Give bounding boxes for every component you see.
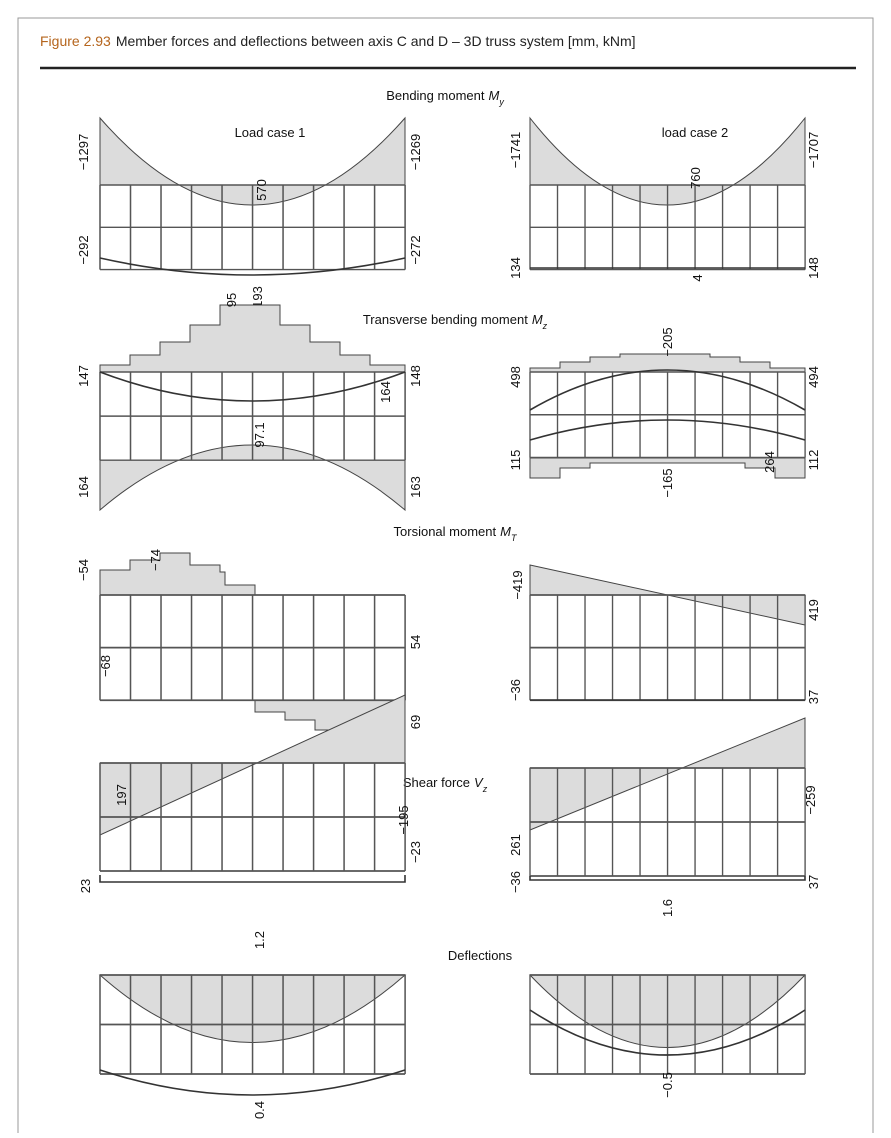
value-label: 163 [408, 476, 423, 498]
value-label: 37 [806, 690, 821, 704]
value-label: −1707 [806, 132, 821, 169]
value-label: 264 [762, 451, 777, 473]
value-label: −165 [660, 468, 675, 497]
value-label: −1741 [508, 132, 523, 169]
value-label: −272 [408, 235, 423, 264]
value-label: −36 [508, 679, 523, 701]
value-label: 54 [408, 635, 423, 649]
diagram [100, 305, 805, 510]
value-label: 134 [508, 257, 523, 279]
value-label: −195 [396, 805, 411, 834]
value-label: 4 [690, 274, 705, 281]
value-label: 37 [806, 875, 821, 889]
value-label: 164 [76, 476, 91, 498]
value-label: −419 [510, 570, 525, 599]
value-label: 760 [688, 167, 703, 189]
value-label: 148 [806, 257, 821, 279]
section-title: Deflections [448, 948, 513, 963]
value-label: −74 [148, 549, 163, 571]
value-label: 197 [114, 784, 129, 806]
value-label: 148 [408, 365, 423, 387]
page: {"caption": {"label": "Figure 2.93", "te… [0, 0, 891, 1133]
value-label: 570 [254, 179, 269, 201]
heading: Load case 1 [235, 125, 306, 140]
value-label: 115 [508, 450, 523, 471]
value-label: 261 [508, 834, 523, 856]
value-label: 23 [78, 879, 93, 893]
value-label: −68 [98, 655, 113, 677]
value-label: −205 [660, 327, 675, 356]
value-label: 97.1 [252, 422, 267, 447]
value-label: 1.2 [252, 931, 267, 949]
figure: Figure 2.93 Member forces and deflections… [0, 0, 891, 1133]
value-label: 498 [508, 366, 523, 388]
value-label: −23 [408, 841, 423, 863]
value-label: 147 [76, 365, 91, 387]
value-label: 112 [806, 450, 821, 471]
value-label: −259 [803, 785, 818, 814]
value-label: −1269 [408, 134, 423, 171]
caption-text: Member forces and deflections between ax… [116, 33, 636, 49]
value-label: −0.5 [660, 1072, 675, 1098]
heading: load case 2 [662, 125, 729, 140]
caption: Figure 2.93 Member forces and deflections… [40, 33, 636, 49]
value-label: −54 [76, 559, 91, 581]
value-label: −1297 [76, 134, 91, 171]
value-label: 69 [408, 715, 423, 729]
value-label: −36 [508, 871, 523, 893]
value-label: 164 [378, 381, 393, 403]
value-label: −292 [76, 235, 91, 264]
value-label: 95 [224, 293, 239, 307]
value-label: 419 [806, 599, 821, 621]
value-label: 1.6 [660, 899, 675, 917]
value-label: 494 [806, 366, 821, 388]
caption-label: Figure 2.93 [40, 33, 111, 49]
diagram [100, 553, 805, 755]
diagram [100, 975, 805, 1095]
diagram [100, 118, 805, 275]
value-label: 0.4 [252, 1101, 267, 1119]
